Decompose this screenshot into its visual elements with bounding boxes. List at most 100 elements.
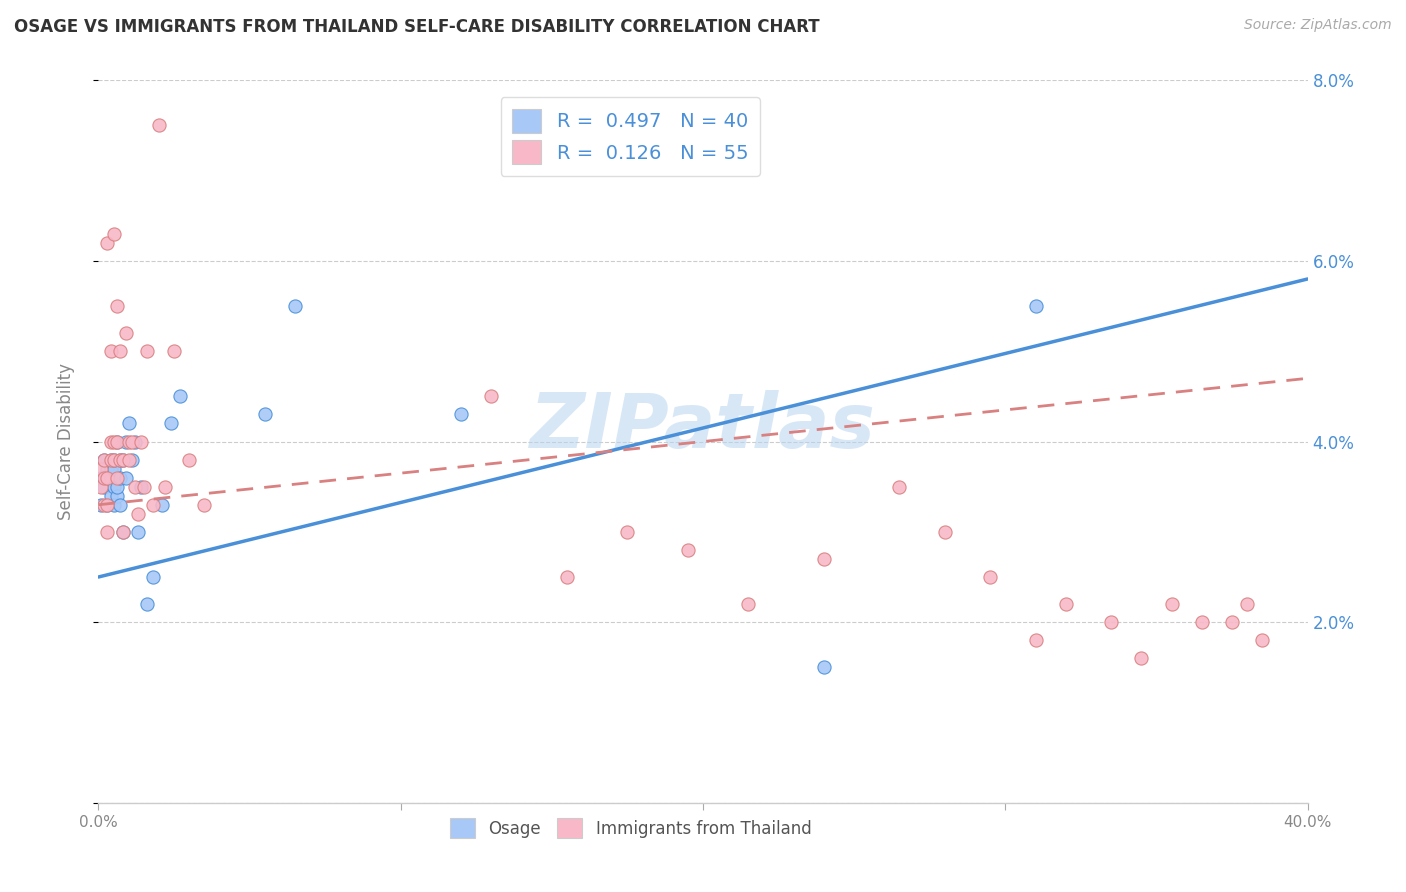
Point [160,417,183,431]
Point [118,434,141,449]
Point [93,480,115,494]
Point [90,480,112,494]
Point [105,480,128,494]
Point [1099,615,1122,630]
Point [103,498,125,512]
Point [135,597,157,611]
Point [103,434,125,449]
Point [179,452,201,467]
Point [114,434,136,449]
Point [142,570,165,584]
Point [555,570,578,584]
Point [96,498,118,512]
Point [105,434,128,449]
Point [1054,597,1077,611]
Point [105,299,128,313]
Point [96,235,118,250]
Point [1236,597,1258,611]
Point [111,452,134,467]
Point [284,299,307,313]
Point [111,452,134,467]
Point [100,452,122,467]
Point [105,434,128,449]
Text: OSAGE VS IMMIGRANTS FROM THAILAND SELF-CARE DISABILITY CORRELATION CHART: OSAGE VS IMMIGRANTS FROM THAILAND SELF-C… [14,18,820,36]
Point [96,471,118,485]
Point [150,498,173,512]
Point [103,452,125,467]
Point [153,480,176,494]
Point [118,452,141,467]
Point [129,480,152,494]
Point [124,480,146,494]
Point [148,119,170,133]
Point [481,389,503,403]
Point [121,434,143,449]
Point [100,434,122,449]
Point [934,524,956,539]
Point [103,227,125,241]
Y-axis label: Self-Care Disability: Self-Care Disability [56,363,75,520]
Point [1130,651,1153,665]
Point [1024,299,1046,313]
Point [100,344,122,359]
Point [676,542,699,557]
Point [108,498,131,512]
Point [1160,597,1182,611]
Point [121,452,143,467]
Point [103,461,125,475]
Point [108,452,131,467]
Point [450,408,472,422]
Point [96,498,118,512]
Point [108,471,131,485]
Point [129,434,152,449]
Point [93,471,115,485]
Point [135,344,157,359]
Point [737,597,759,611]
Point [1024,633,1046,648]
Point [103,480,125,494]
Point [169,389,191,403]
Point [253,408,276,422]
Point [118,417,141,431]
Point [124,434,146,449]
Point [90,498,112,512]
Point [105,471,128,485]
Point [1251,633,1274,648]
Point [979,570,1001,584]
Point [127,524,149,539]
Point [100,452,122,467]
Point [103,452,125,467]
Point [616,524,638,539]
Point [193,498,215,512]
Point [96,461,118,475]
Point [105,489,128,503]
Point [132,480,155,494]
Text: ZIPatlas: ZIPatlas [530,390,876,464]
Point [93,452,115,467]
Point [1220,615,1243,630]
Point [111,524,134,539]
Point [100,461,122,475]
Point [90,461,112,475]
Point [813,552,835,566]
Point [114,326,136,340]
Point [114,471,136,485]
Point [93,498,115,512]
Point [96,471,118,485]
Point [111,524,134,539]
Point [108,452,131,467]
Point [127,507,149,521]
Text: Source: ZipAtlas.com: Source: ZipAtlas.com [1244,18,1392,32]
Point [108,344,131,359]
Point [1191,615,1213,630]
Point [93,452,115,467]
Point [142,498,165,512]
Point [100,489,122,503]
Point [813,660,835,674]
Point [90,471,112,485]
Point [96,524,118,539]
Point [889,480,911,494]
Legend: Osage, Immigrants from Thailand: Osage, Immigrants from Thailand [443,812,818,845]
Point [163,344,186,359]
Point [100,471,122,485]
